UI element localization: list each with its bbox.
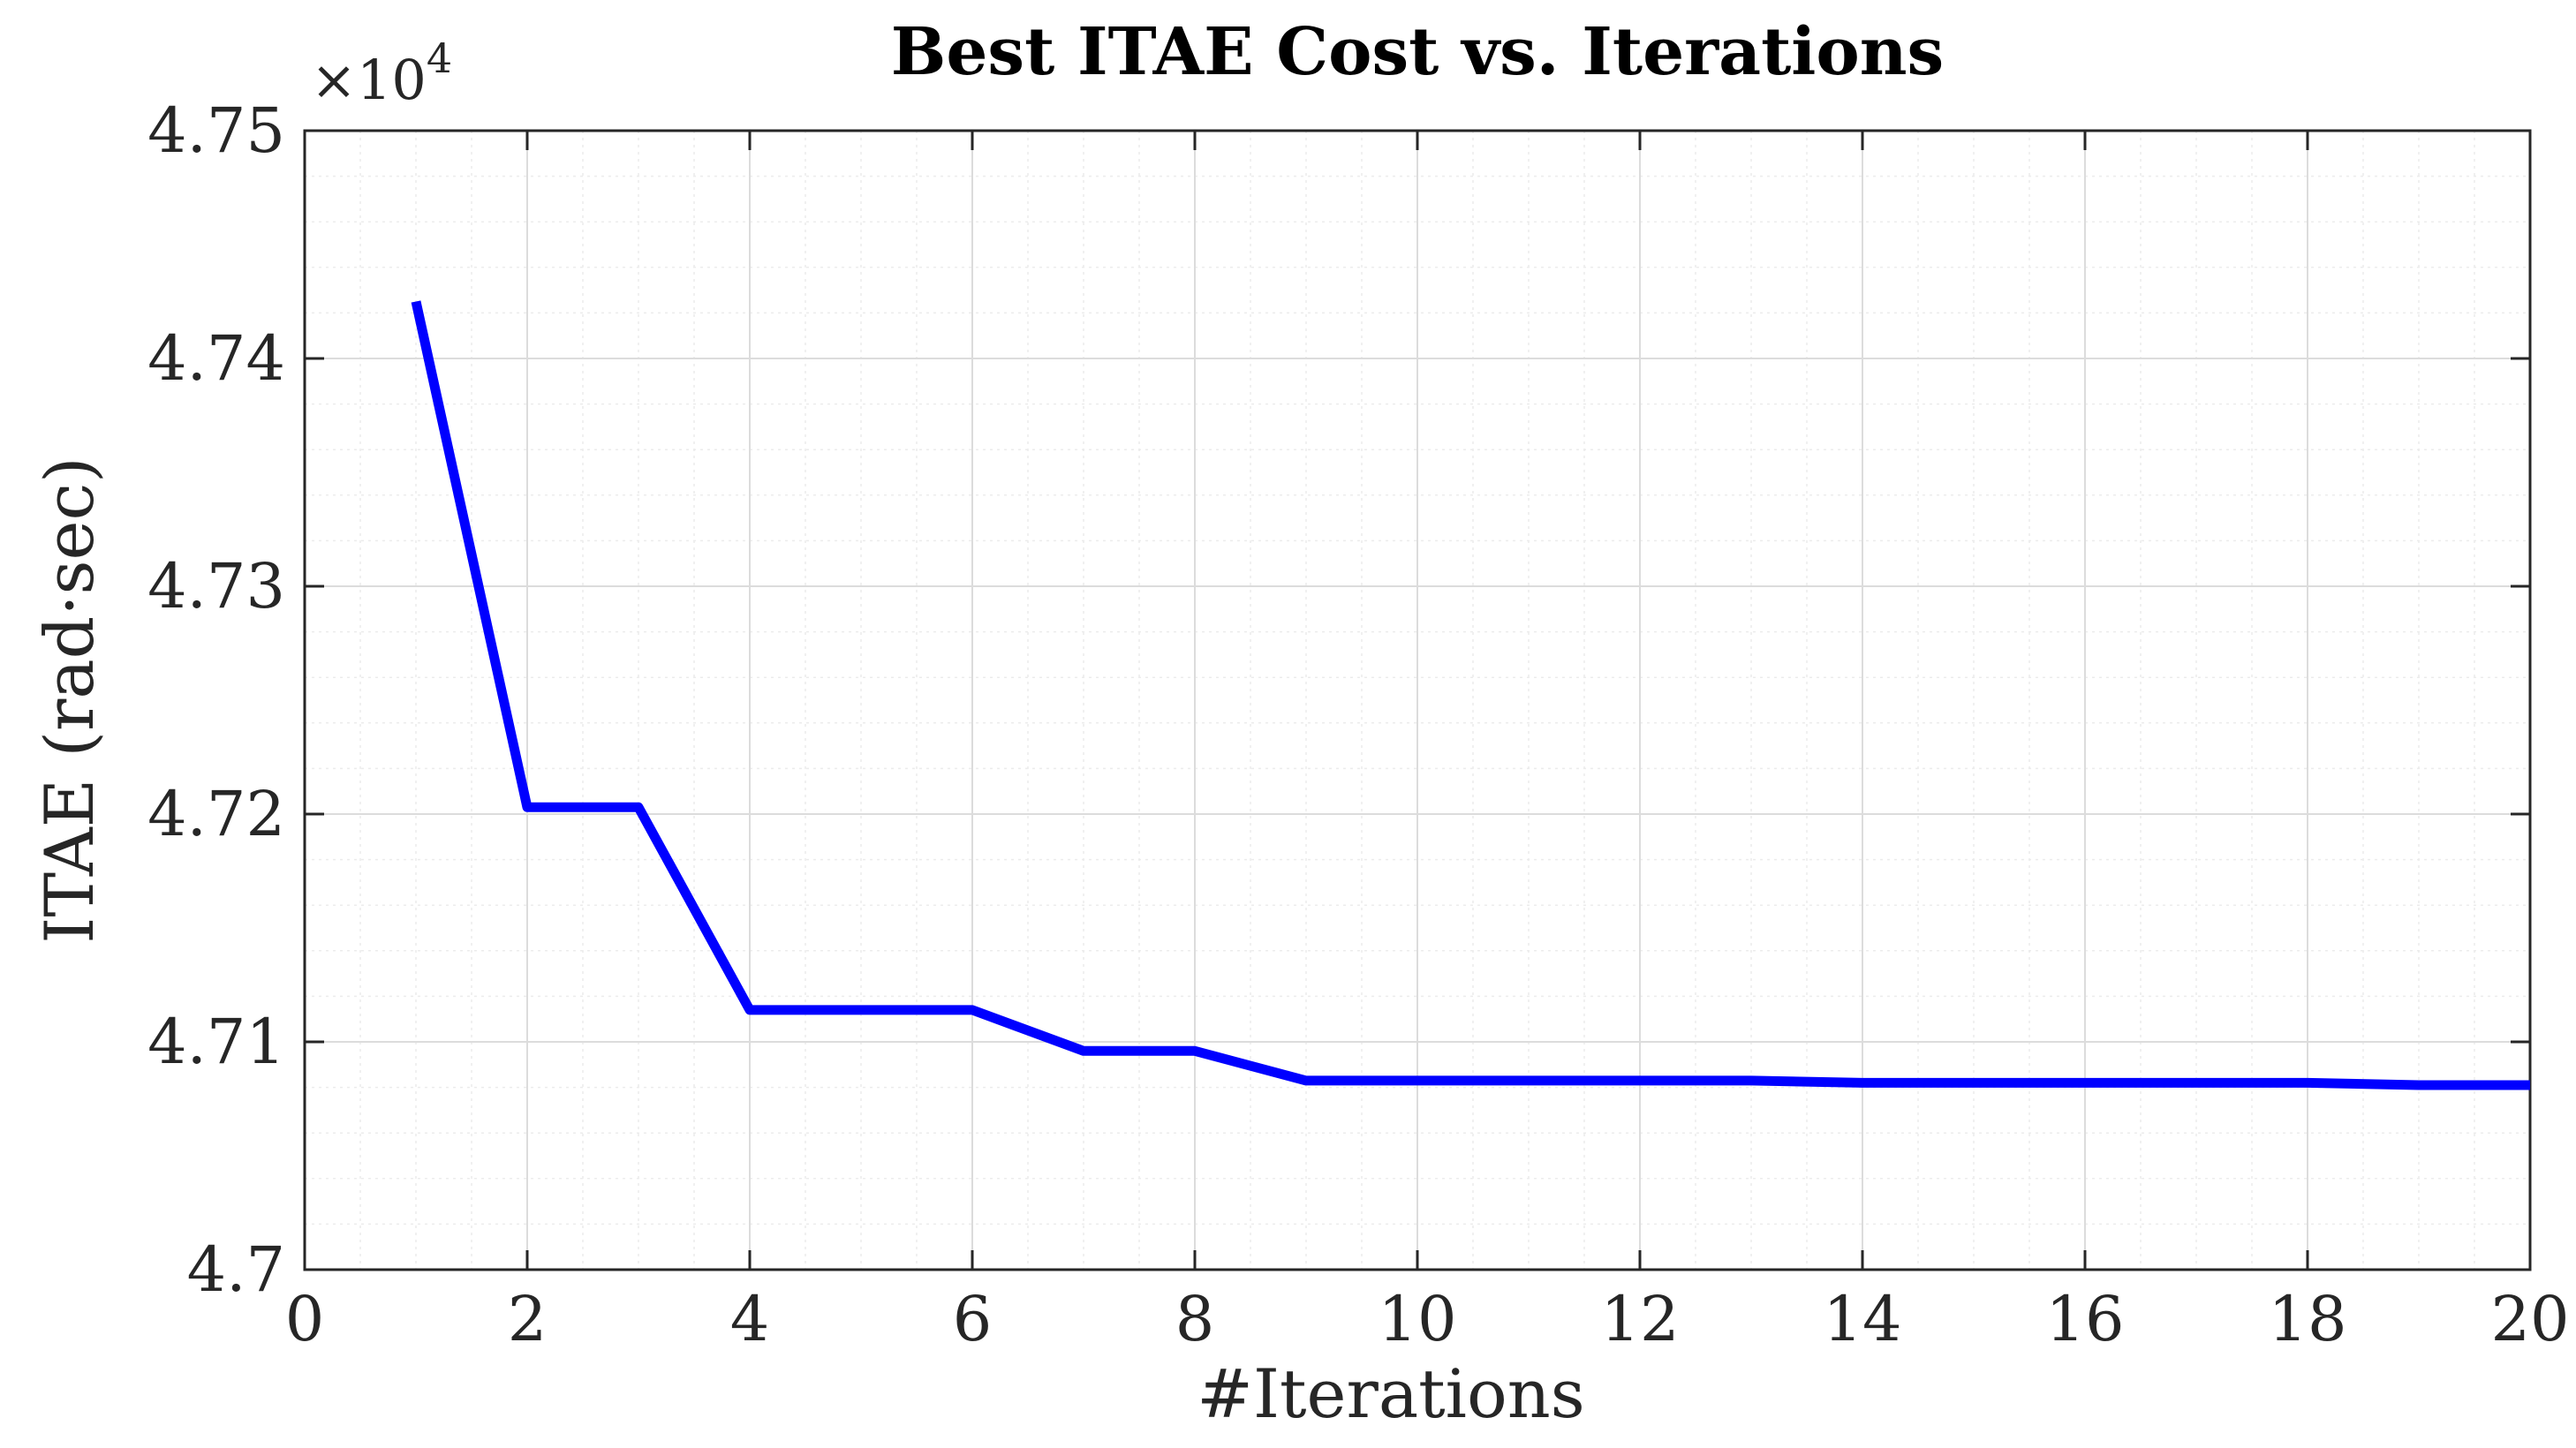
series-line <box>411 300 2530 1090</box>
y-tick-label: 4.73 <box>147 550 285 622</box>
y-tick-label: 4.72 <box>147 778 285 850</box>
x-tick-label: 6 <box>953 1283 993 1355</box>
x-tick-label: 12 <box>1600 1283 1679 1355</box>
x-tick-label: 2 <box>508 1283 548 1355</box>
chart-title: Best ITAE Cost vs. Iterations <box>891 14 1944 90</box>
x-ticks: 0 2 4 6 8 10 12 14 16 18 20 <box>285 131 2570 1355</box>
x-tick-label: 16 <box>2045 1283 2124 1355</box>
x-tick-label: 14 <box>1823 1283 1901 1355</box>
x-tick-label: 0 <box>285 1283 325 1355</box>
y-exponent-label: ×104 <box>311 34 452 112</box>
y-tick-label: 4.71 <box>147 1006 285 1078</box>
x-tick-label: 10 <box>1378 1283 1456 1355</box>
y-axis-label: ITAE (rad·sec) <box>30 456 109 943</box>
x-tick-label: 20 <box>2490 1283 2569 1355</box>
y-tick-label: 4.7 <box>187 1233 285 1306</box>
x-tick-label: 18 <box>2268 1283 2346 1355</box>
y-tick-label: 4.74 <box>147 322 285 395</box>
y-tick-label: 4.75 <box>147 94 285 167</box>
x-tick-label: 8 <box>1175 1283 1215 1355</box>
y-ticks: 4.7 4.71 4.72 4.73 4.74 4.75 <box>147 94 2530 1306</box>
x-tick-label: 4 <box>730 1283 770 1355</box>
x-axis-label: #Iterations <box>1197 1354 1584 1433</box>
